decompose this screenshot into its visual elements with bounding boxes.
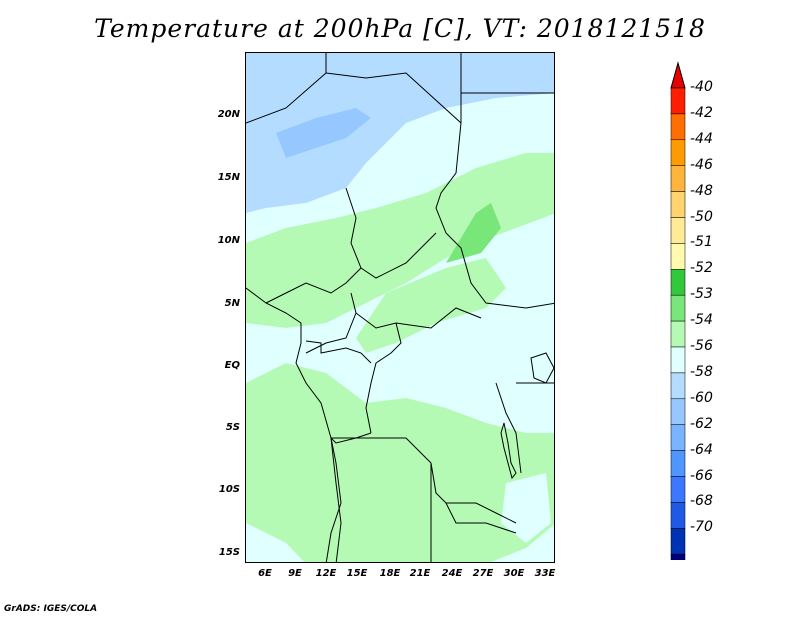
warm-patch-east — [446, 203, 501, 263]
colorbar-swatch — [670, 476, 686, 503]
colorbar-tick-label: -62 — [690, 415, 713, 432]
warm-band-center — [356, 258, 506, 353]
warm-band-central — [246, 153, 554, 328]
lake-victoria — [530, 352, 554, 384]
colorbar-tick-label: -50 — [690, 208, 713, 225]
colorbar-tick-label: -42 — [690, 104, 713, 121]
colorbar-swatch — [670, 372, 686, 400]
colorbar-swatch — [670, 87, 686, 115]
lat-label: EQ — [224, 360, 240, 371]
colorbar-tick-label: -64 — [690, 441, 713, 458]
colorbar-tick-label: -44 — [690, 130, 713, 147]
lon-label: 24E — [441, 568, 463, 579]
lon-label: 6E — [258, 568, 272, 579]
colorbar-tick-label: -52 — [690, 260, 713, 277]
colorbar-tick-label: -56 — [690, 338, 713, 354]
colorbar-swatch — [670, 294, 686, 322]
colder-region-north — [276, 108, 371, 158]
colorbar-tick-label: -48 — [690, 182, 713, 199]
colorbar-tick-label: -40 — [690, 79, 713, 95]
lon-label: 27E — [472, 568, 494, 579]
colorbar-swatch — [670, 553, 686, 560]
colorbar-tick-label: -51 — [690, 234, 713, 251]
lon-label: 33E — [534, 568, 556, 579]
colorbar-tick-label: -54 — [690, 312, 713, 329]
map-panel — [245, 52, 555, 563]
colorbar-tick-label: -66 — [690, 467, 713, 484]
footer-credit: GrADS: IGES/COLA — [4, 604, 98, 614]
colorbar-swatch — [670, 269, 686, 296]
colorbar-swatch — [670, 528, 686, 555]
lat-label: 15N — [217, 172, 240, 183]
country-borders — [246, 53, 554, 562]
lat-label: 20N — [217, 109, 240, 120]
colorbar-swatch — [670, 113, 686, 141]
lat-label: 10S — [218, 484, 240, 495]
colorbar-swatch — [670, 450, 686, 477]
lon-label: 30E — [503, 568, 525, 579]
chart-title: Temperature at 200hPa [C], VT: 201812151… — [94, 14, 706, 43]
colorbar-tick-label: -70 — [690, 519, 713, 536]
cold-region-northeast — [461, 53, 554, 98]
light-patch-se — [501, 473, 551, 543]
colorbar-swatch — [670, 139, 686, 166]
lat-label: 5N — [224, 298, 240, 309]
lon-label: 18E — [379, 568, 401, 579]
colorbar-swatch — [670, 243, 686, 270]
lon-label: 12E — [315, 568, 337, 579]
colorbar-swatch — [670, 502, 686, 529]
colorbar-tick-label: -68 — [690, 493, 713, 510]
warm-region-south — [246, 363, 554, 562]
colorbar-tick-label: -46 — [690, 156, 713, 173]
colorbar-top-arrow — [670, 61, 686, 89]
colorbar-swatch — [670, 191, 686, 218]
lake-tanganyika — [500, 422, 517, 480]
coastline — [246, 287, 342, 562]
colorbar — [670, 61, 686, 560]
colorbar-swatch — [670, 346, 686, 374]
lat-label: 15S — [218, 547, 240, 558]
light-patch-south — [246, 533, 305, 562]
map-canvas — [246, 53, 554, 562]
colorbar-swatch — [670, 165, 686, 192]
lat-label: 5S — [225, 422, 240, 433]
colorbar-tick-label: -53 — [690, 286, 713, 303]
colorbar-tick-label: -58 — [690, 363, 713, 380]
colorbar-swatch — [670, 217, 686, 244]
lon-label: 21E — [409, 568, 431, 579]
colorbar-tick-label: -60 — [690, 389, 713, 406]
colorbar-swatch — [670, 398, 686, 425]
lon-label: 9E — [288, 568, 302, 579]
lat-label: 10N — [217, 235, 240, 246]
colorbar-swatch — [670, 424, 686, 451]
lon-label: 15E — [346, 568, 368, 579]
colorbar-swatch — [670, 320, 686, 348]
